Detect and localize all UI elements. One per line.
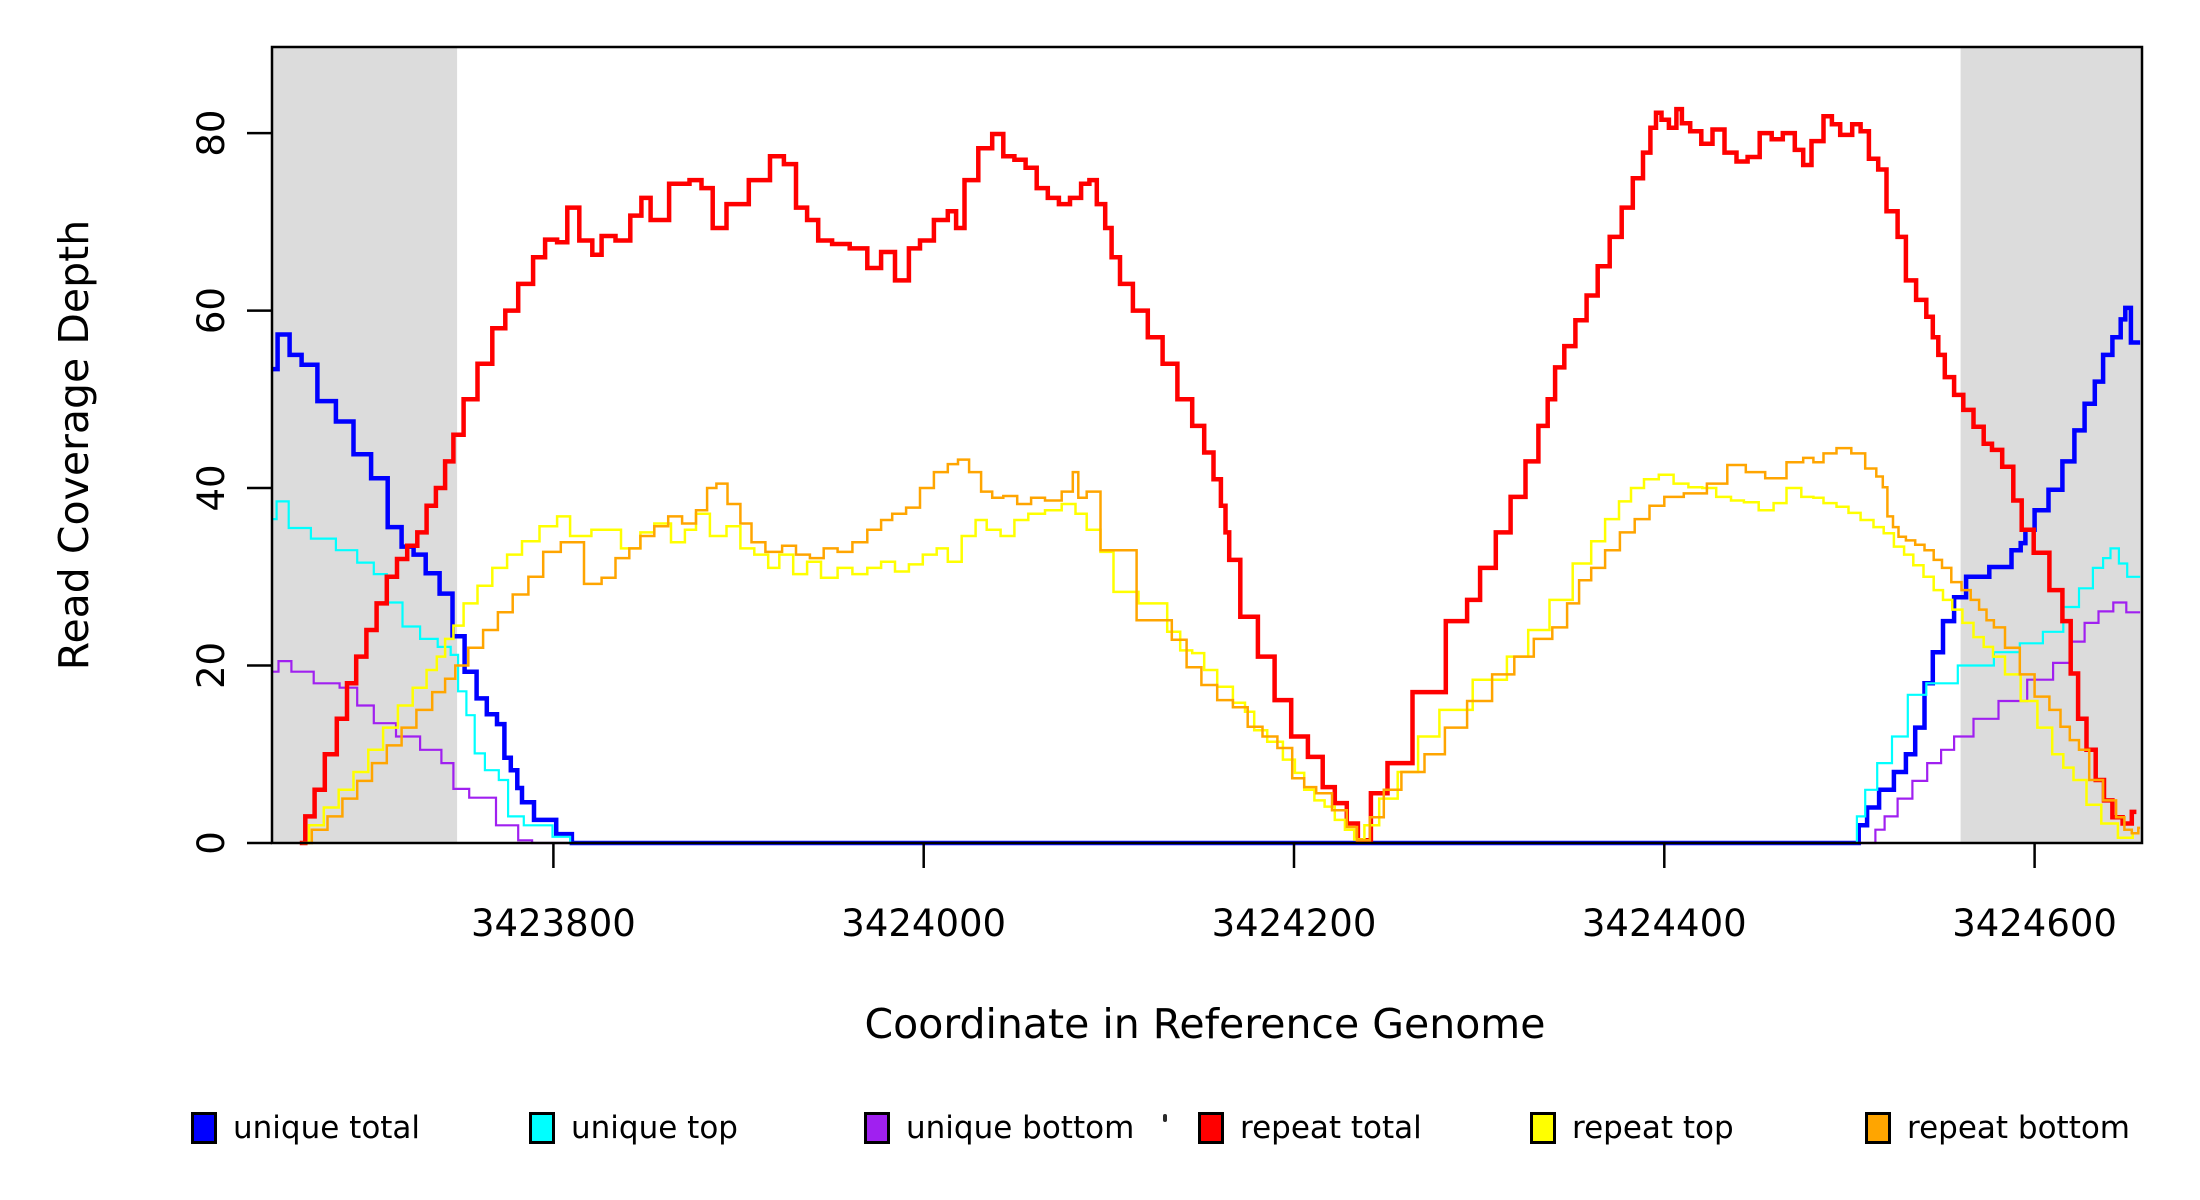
y-tick-label: 0 <box>190 831 233 855</box>
series-line-unique-top <box>272 500 2141 845</box>
x-axis-title: Coordinate in Reference Genome <box>865 1000 1546 1048</box>
stray-mark <box>1163 1114 1167 1122</box>
shaded-regions <box>272 47 2142 843</box>
x-tick-label: 3424000 <box>841 902 1006 945</box>
y-tick-label: 80 <box>190 110 233 157</box>
x-tick-label: 3423800 <box>471 902 636 945</box>
y-axis-title: Read Coverage Depth <box>50 220 98 670</box>
series-line-repeat-bottom <box>303 446 2141 845</box>
series-lines <box>272 106 2141 846</box>
x-tick-label: 3424600 <box>1952 902 2117 945</box>
axes: 3423800 3424000 3424200 3424400 3424600 0 20 40… <box>190 45 2144 945</box>
y-tick-label: 40 <box>190 464 233 511</box>
series-line-repeat-top <box>301 473 2139 845</box>
series-line-unique-bottom <box>272 601 2141 845</box>
shaded-region <box>272 47 458 843</box>
x-tick-label: 3424200 <box>1212 902 1377 945</box>
y-tick-label: 20 <box>190 642 233 689</box>
series-line-repeat-total <box>299 106 2137 846</box>
y-tick-label: 60 <box>190 287 233 334</box>
series-line-unique-total <box>272 305 2141 846</box>
x-tick-label: 3424400 <box>1582 902 1747 945</box>
plot-border <box>270 45 2144 845</box>
